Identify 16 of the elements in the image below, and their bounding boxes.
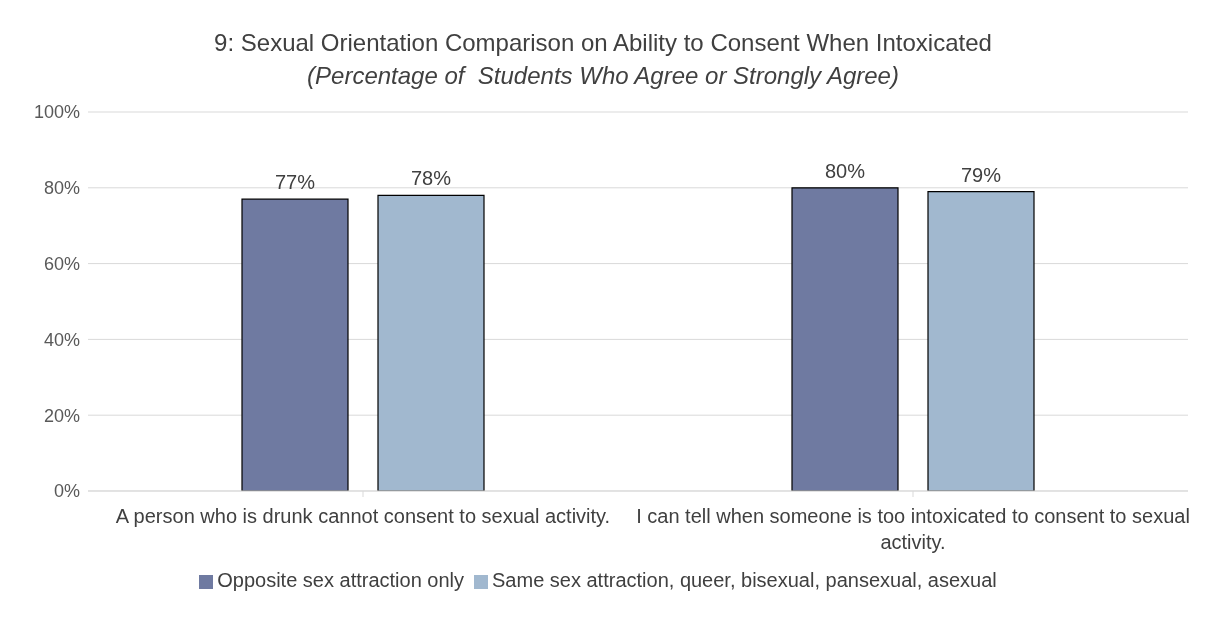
y-tick-label: 100% (33, 102, 80, 123)
legend-label: Opposite sex attraction only (217, 569, 465, 591)
y-tick-label: 40% (43, 329, 80, 350)
x-tick-label: I can tell when someone is too intoxicated to consent to sexual activity. (636, 505, 1190, 554)
data-label: 77% (274, 171, 316, 194)
y-tick-label: 60% (43, 253, 80, 274)
chart-title: 9: Sexual Orientation Comparison on Ability to Consent When Intoxicated (214, 29, 992, 56)
data-label: 78% (410, 167, 452, 190)
x-tick-label: A person who is drunk cannot consent to sexual activity. (115, 505, 611, 528)
data-label: 80% (824, 159, 866, 182)
chart-subtitle: (Percentage of Students Who Agree or Strongly Agree) (307, 62, 899, 89)
data-label: 79% (960, 163, 1002, 186)
y-tick-label: 80% (43, 178, 80, 199)
y-tick-label: 20% (43, 405, 80, 426)
legend-label: Same sex attraction, queer, bisexual, pansexual, asexual (492, 569, 997, 591)
y-tick-label: 0% (53, 481, 80, 502)
